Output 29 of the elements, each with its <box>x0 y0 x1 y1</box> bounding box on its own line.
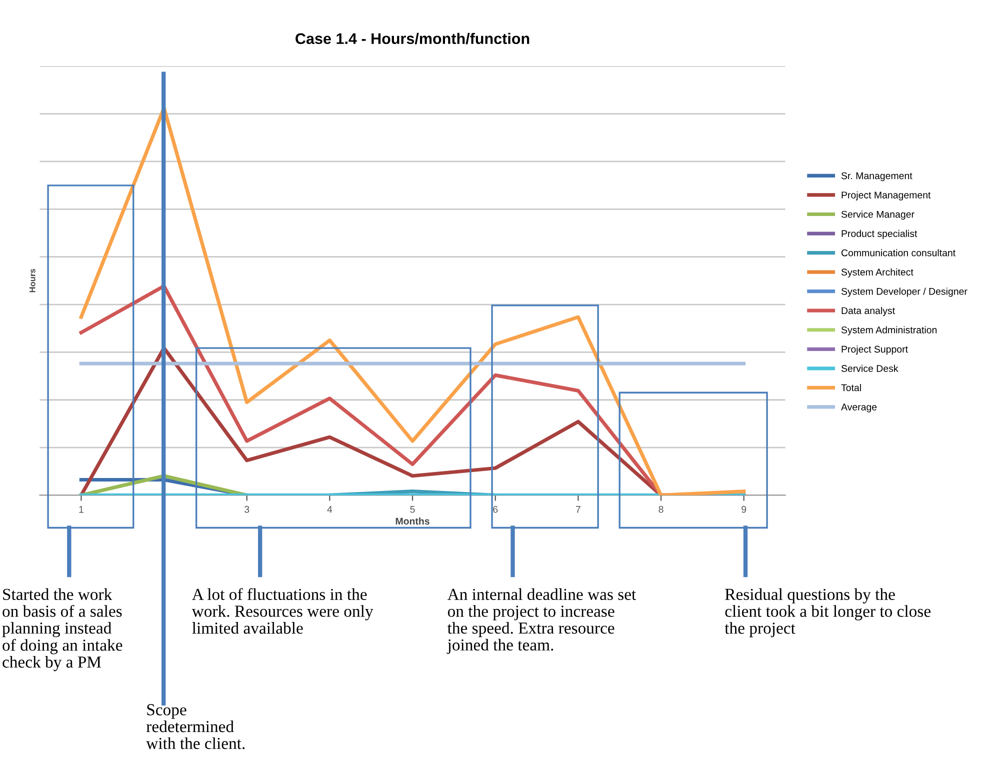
legend-label: System Architect <box>841 268 914 278</box>
x-tick-label: 1 <box>79 506 84 513</box>
legend-label: Average <box>841 404 877 412</box>
x-tick-label: 6 <box>493 506 498 513</box>
text: A lot of fluctuations in the work. Resources were only limited available <box>192 588 374 634</box>
legend-label: Product specialist <box>842 230 918 239</box>
legend-label: Service Desk <box>841 364 898 372</box>
text: An internal deadline was set on the project to increase the speed. Extra resource joined the team. <box>446 588 636 654</box>
y-axis-title: Hours <box>30 268 36 292</box>
x-axis-title: Months <box>396 517 430 525</box>
x-tick-label: 3 <box>244 506 250 513</box>
legend-label: Sr. Management <box>841 172 912 182</box>
text: Residual questions by the client took a bit longer to close the project <box>724 588 930 638</box>
legend-label: Project Support <box>842 346 908 355</box>
x-tick-label: 4 <box>327 506 332 513</box>
x-tick-label: 8 <box>658 506 664 513</box>
x-tick-label: 5 <box>410 506 415 513</box>
legend-label: Data analyst <box>842 306 895 316</box>
x-tick-label: 9 <box>742 506 746 513</box>
legend-label: System Developer / Designer <box>841 288 968 297</box>
legend-label: Service Manager <box>841 210 914 220</box>
text: Scope redetermined with the client. <box>146 704 245 750</box>
text: Started the work on basis of a sales planning instead of doing an intake check by a PM <box>2 588 122 672</box>
legend-label: Total <box>841 384 861 392</box>
chart-title: Case 1.4 - Hours/month/function <box>296 32 530 44</box>
x-tick-label: 7 <box>576 506 580 513</box>
legend-label: System Administration <box>841 326 937 336</box>
legend-label: Project Management <box>842 191 931 200</box>
legend-label: Communication consultant <box>841 249 956 256</box>
